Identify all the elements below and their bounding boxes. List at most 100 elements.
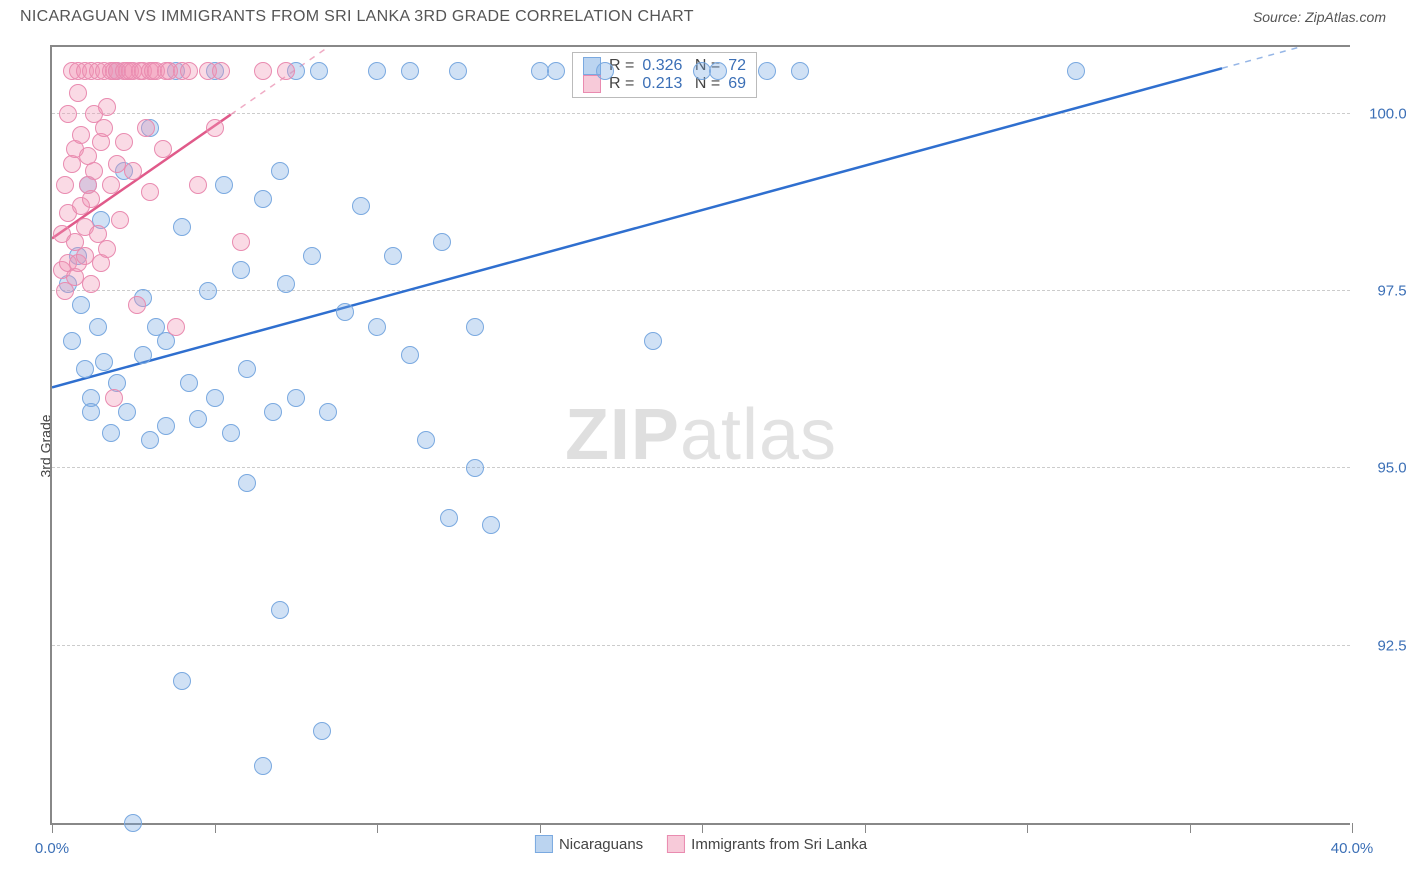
data-point [189, 176, 207, 194]
data-point [141, 431, 159, 449]
chart-title: NICARAGUAN VS IMMIGRANTS FROM SRI LANKA … [20, 8, 694, 26]
data-point [303, 247, 321, 265]
legend-label: Nicaraguans [559, 836, 643, 853]
source-label: Source: ZipAtlas.com [1253, 9, 1386, 25]
data-point [644, 332, 662, 350]
watermark: ZIPatlas [565, 394, 837, 476]
data-point [141, 183, 159, 201]
data-point [128, 296, 146, 314]
swatch-pink-icon [667, 835, 685, 853]
x-tick [702, 823, 703, 833]
data-point [111, 211, 129, 229]
data-point [98, 240, 116, 258]
bottom-legend: Nicaraguans Immigrants from Sri Lanka [535, 835, 867, 853]
data-point [440, 509, 458, 527]
data-point [254, 62, 272, 80]
data-point [596, 62, 614, 80]
data-point [417, 431, 435, 449]
data-point [319, 403, 337, 421]
x-tick [377, 823, 378, 833]
x-tick [1027, 823, 1028, 833]
data-point [115, 133, 133, 151]
data-point [758, 62, 776, 80]
data-point [232, 233, 250, 251]
data-point [264, 403, 282, 421]
data-point [173, 672, 191, 690]
gridline [52, 113, 1350, 114]
x-tick [52, 823, 53, 833]
x-tick-label: 40.0% [1331, 840, 1374, 857]
data-point [199, 282, 217, 300]
data-point [69, 84, 87, 102]
data-point [791, 62, 809, 80]
data-point [368, 318, 386, 336]
gridline [52, 645, 1350, 646]
data-point [134, 346, 152, 364]
data-point [222, 424, 240, 442]
data-point [167, 318, 185, 336]
data-point [336, 303, 354, 321]
data-point [232, 261, 250, 279]
data-point [206, 389, 224, 407]
data-point [401, 62, 419, 80]
data-point [102, 424, 120, 442]
x-tick-label: 0.0% [35, 840, 69, 857]
y-tick-label: 92.5% [1377, 637, 1406, 654]
x-tick [1190, 823, 1191, 833]
data-point [215, 176, 233, 194]
data-point [287, 389, 305, 407]
data-point [212, 62, 230, 80]
data-point [401, 346, 419, 364]
data-point [449, 62, 467, 80]
data-point [271, 162, 289, 180]
data-point [173, 218, 191, 236]
data-point [189, 410, 207, 428]
x-tick [865, 823, 866, 833]
data-point [102, 176, 120, 194]
y-tick-label: 97.5% [1377, 283, 1406, 300]
data-point [89, 318, 107, 336]
data-point [466, 318, 484, 336]
data-point [180, 374, 198, 392]
scatter-chart: ZIPatlas R = 0.326 N = 72 R = 0.213 N = … [50, 45, 1350, 825]
data-point [271, 601, 289, 619]
data-point [238, 360, 256, 378]
data-point [82, 275, 100, 293]
swatch-blue-icon [535, 835, 553, 853]
data-point [59, 105, 77, 123]
data-point [82, 190, 100, 208]
x-tick [1352, 823, 1353, 833]
data-point [105, 389, 123, 407]
data-point [85, 162, 103, 180]
data-point [433, 233, 451, 251]
data-point [384, 247, 402, 265]
data-point [313, 722, 331, 740]
data-point [254, 190, 272, 208]
data-point [206, 119, 224, 137]
data-point [124, 162, 142, 180]
legend-item-blue: Nicaraguans [535, 835, 643, 853]
data-point [72, 296, 90, 314]
data-point [137, 119, 155, 137]
data-point [277, 62, 295, 80]
data-point [98, 98, 116, 116]
data-point [709, 62, 727, 80]
data-point [95, 353, 113, 371]
data-point [310, 62, 328, 80]
data-point [368, 62, 386, 80]
data-point [482, 516, 500, 534]
data-point [76, 360, 94, 378]
trend-lines [52, 47, 1352, 827]
data-point [63, 332, 81, 350]
data-point [466, 459, 484, 477]
data-point [547, 62, 565, 80]
data-point [154, 140, 172, 158]
title-bar: NICARAGUAN VS IMMIGRANTS FROM SRI LANKA … [0, 0, 1406, 32]
legend-item-pink: Immigrants from Sri Lanka [667, 835, 867, 853]
data-point [56, 176, 74, 194]
y-tick-label: 95.0% [1377, 460, 1406, 477]
gridline [52, 290, 1350, 291]
x-tick [540, 823, 541, 833]
data-point [124, 814, 142, 832]
data-point [157, 417, 175, 435]
